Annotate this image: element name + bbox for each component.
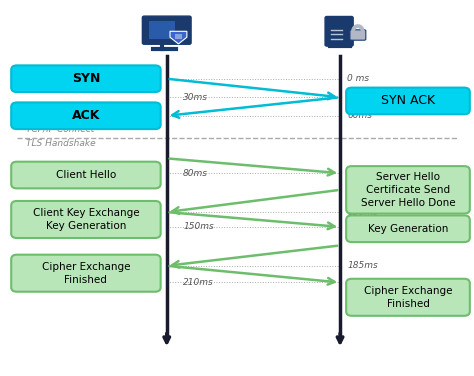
Text: 80ms: 80ms <box>183 169 208 178</box>
Text: TLS Handshake: TLS Handshake <box>26 139 96 148</box>
Text: 60ms: 60ms <box>347 111 372 120</box>
Text: TCP/IP Connect: TCP/IP Connect <box>26 124 94 133</box>
Text: Server Hello
Certificate Send
Server Hello Done: Server Hello Certificate Send Server Hel… <box>361 172 456 208</box>
Text: Cipher Exchange
Finished: Cipher Exchange Finished <box>42 262 130 285</box>
Text: 120ms: 120ms <box>347 208 378 217</box>
FancyBboxPatch shape <box>175 34 182 39</box>
FancyBboxPatch shape <box>11 65 161 92</box>
Text: SYN: SYN <box>72 72 100 85</box>
Text: ACK: ACK <box>72 109 100 122</box>
FancyBboxPatch shape <box>350 30 366 40</box>
Text: 30ms: 30ms <box>183 93 208 102</box>
FancyBboxPatch shape <box>346 279 470 316</box>
FancyBboxPatch shape <box>346 88 470 114</box>
FancyBboxPatch shape <box>11 201 161 238</box>
FancyBboxPatch shape <box>11 255 161 292</box>
FancyBboxPatch shape <box>11 162 161 188</box>
Text: 0 ms: 0 ms <box>347 74 369 83</box>
FancyBboxPatch shape <box>149 21 175 39</box>
Text: 150ms: 150ms <box>183 222 214 231</box>
FancyBboxPatch shape <box>325 17 353 46</box>
FancyBboxPatch shape <box>142 16 191 44</box>
Text: SYN ACK: SYN ACK <box>381 94 435 108</box>
Text: 210ms: 210ms <box>183 278 214 287</box>
Text: Cipher Exchange
Finished: Cipher Exchange Finished <box>364 286 452 309</box>
Text: Client Hello: Client Hello <box>56 170 116 180</box>
Text: Client Key Exchange
Key Generation: Client Key Exchange Key Generation <box>33 208 139 231</box>
Text: 185ms: 185ms <box>347 261 378 270</box>
Polygon shape <box>170 31 187 44</box>
FancyBboxPatch shape <box>346 166 470 214</box>
FancyBboxPatch shape <box>11 102 161 129</box>
Text: Key Generation: Key Generation <box>368 224 448 234</box>
FancyBboxPatch shape <box>346 215 470 242</box>
